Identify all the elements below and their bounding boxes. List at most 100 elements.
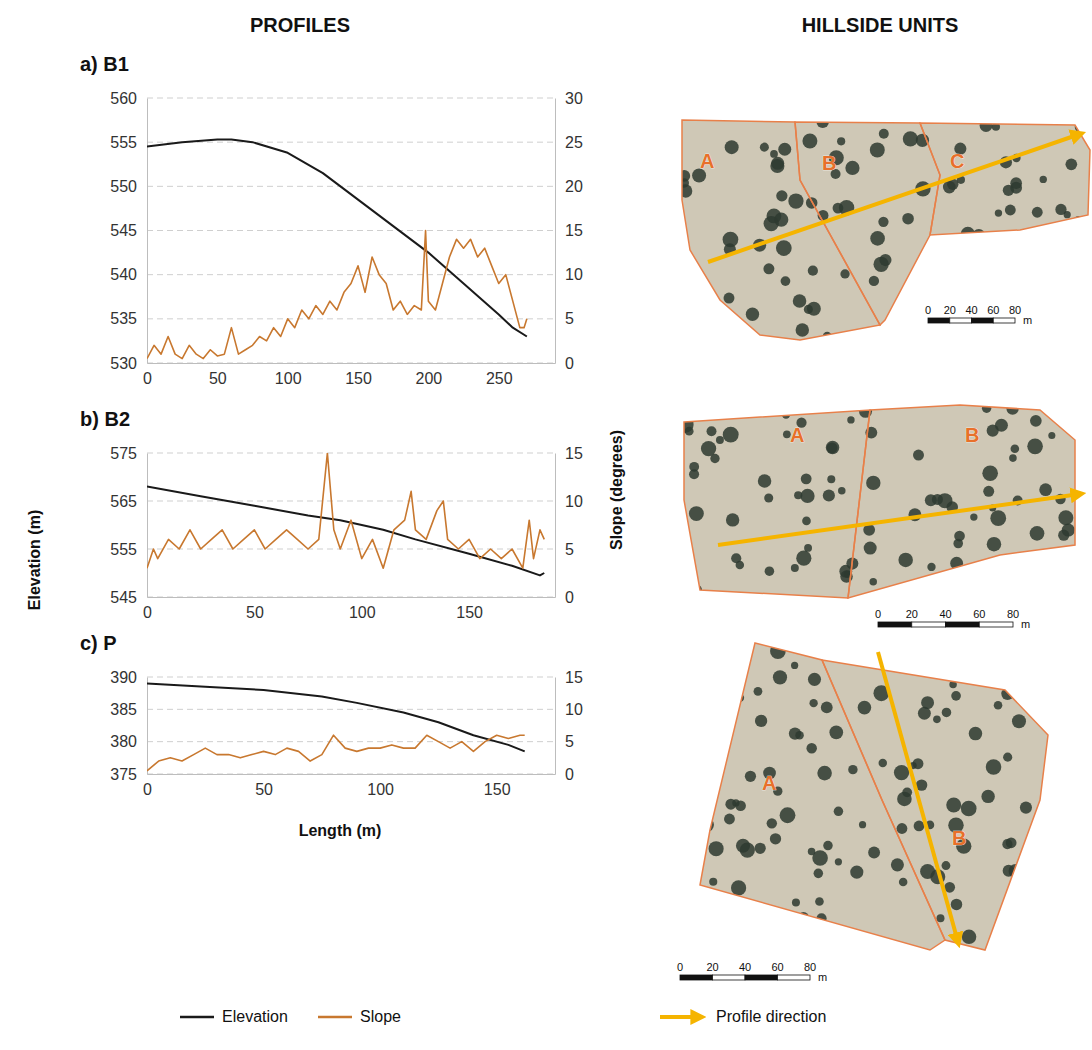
tree [869,578,876,585]
tree [898,553,913,568]
tree [870,142,885,157]
tick: 5 [555,310,574,327]
tree [1048,291,1057,300]
tree [1012,714,1026,728]
y2-axis: 051015202530 [555,90,583,372]
tick: 545 [110,222,147,239]
tick: 390 [110,669,147,686]
tick: 0 [555,355,574,372]
tree [678,170,690,182]
tree [938,257,949,268]
tree [710,779,720,789]
tick-label: 150 [456,604,483,621]
tree [1011,287,1027,303]
axis-line [555,99,556,364]
tick: 100 [367,774,394,798]
tree [848,765,857,774]
tree [780,942,794,956]
tick-label: 560 [110,90,137,107]
tree [1032,207,1043,218]
tree [987,425,999,437]
tree [717,909,724,916]
tick-label: 10 [565,266,583,283]
tree [1058,510,1073,525]
y-axis: 545555565575 [110,445,147,606]
series-line [147,453,544,568]
scale-bar: 020406080m [875,608,1030,630]
tree [990,510,1006,526]
tree [791,662,798,669]
tree [1019,871,1033,885]
tree [899,878,908,887]
tick: 15 [555,669,583,686]
tree [858,701,872,715]
tree [868,847,880,859]
tree [776,190,787,201]
tick: 250 [486,363,513,387]
unit-label: A [700,150,714,172]
scale-label: 80 [804,961,816,973]
tree [925,494,937,506]
tree [795,731,803,739]
legend-label: Profile direction [716,1008,826,1025]
y2-axis: 051015 [555,445,583,606]
tree [891,858,904,871]
map-panel: ABC020406080m [678,116,1092,345]
x-axis: 050100150 [143,774,555,798]
tick-label: 5 [565,541,574,558]
tick: 0 [555,766,574,783]
tree [920,864,935,879]
series-line [147,683,525,751]
y-axis: 375380385390 [110,669,147,783]
tree [1039,483,1052,496]
grid-line [147,363,555,364]
axis-title: Length (m) [299,822,382,839]
legend-swatch [180,1016,214,1019]
tree [770,150,778,158]
unit-label: B [965,424,979,446]
tree [815,897,824,906]
tree [1014,639,1030,655]
scale-bar: 020406080m [677,961,827,983]
tree [1061,550,1075,564]
scale-label: 40 [965,304,977,316]
tree [814,869,824,879]
tree [699,403,714,418]
tree [1062,524,1075,537]
tree [698,732,709,743]
tree [1057,250,1068,261]
tree [1023,270,1031,278]
tree [994,701,1003,710]
tree [823,489,835,501]
tick-label: 15 [565,445,583,462]
tree [942,708,952,718]
tick: 575 [110,445,147,462]
tree [1027,439,1043,455]
tree [982,404,991,413]
tree [1055,204,1066,215]
tick-label: 50 [246,604,264,621]
grid-line [147,142,555,143]
panel-title: a) B1 [80,53,129,75]
scale-label: 0 [925,304,931,316]
tree [840,269,849,278]
tick-label: 100 [349,604,376,621]
scale-segment [680,975,713,980]
tree [1015,278,1025,288]
y2-axis: 051015 [555,669,583,783]
axis-line [147,678,148,775]
tree [961,252,973,264]
tree [776,240,792,256]
tick: 540 [110,266,147,283]
tick-label: 0 [143,781,152,798]
tick-label: 15 [565,222,583,239]
scale-segment [778,975,811,980]
tree [927,563,935,571]
tree [731,880,746,895]
tree [1082,263,1092,276]
tree [962,930,977,945]
plot-area [147,453,544,575]
tick: 555 [110,541,147,558]
axis-line [148,597,556,598]
panel-title: c) P [80,632,117,654]
